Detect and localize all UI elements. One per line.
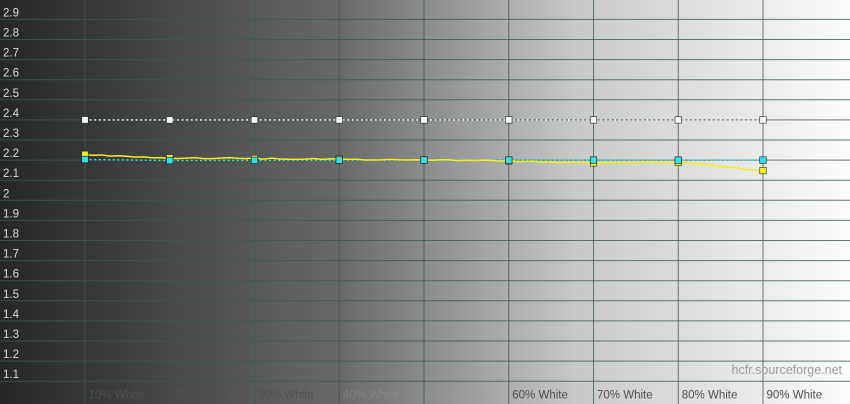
svg-text:2.9: 2.9: [3, 7, 19, 19]
svg-text:2.8: 2.8: [3, 28, 19, 40]
svg-text:2.6: 2.6: [3, 68, 19, 80]
svg-text:70% White: 70% White: [597, 390, 653, 402]
svg-text:10% White: 10% White: [89, 390, 145, 402]
svg-text:40% White: 40% White: [343, 390, 399, 402]
svg-text:2.4: 2.4: [3, 108, 20, 120]
svg-text:1.2: 1.2: [3, 349, 19, 361]
svg-text:2.2: 2.2: [3, 148, 19, 160]
svg-text:80% White: 80% White: [682, 390, 738, 402]
svg-text:1.3: 1.3: [3, 329, 19, 341]
svg-text:1.5: 1.5: [3, 289, 19, 301]
svg-text:2.5: 2.5: [3, 88, 19, 100]
svg-text:1.1: 1.1: [3, 369, 19, 381]
svg-text:2.7: 2.7: [3, 48, 19, 60]
svg-text:1.6: 1.6: [3, 269, 19, 281]
svg-text:2: 2: [3, 188, 9, 200]
svg-text:1.4: 1.4: [3, 309, 20, 321]
svg-text:2.3: 2.3: [3, 128, 19, 140]
svg-text:2.1: 2.1: [3, 168, 19, 180]
svg-text:30% White: 30% White: [258, 390, 314, 402]
svg-text:1.9: 1.9: [3, 208, 19, 220]
svg-text:1.8: 1.8: [3, 229, 19, 241]
svg-text:1.7: 1.7: [3, 249, 19, 261]
svg-text:90% White: 90% White: [767, 390, 823, 402]
svg-text:20% White: 20% White: [173, 390, 229, 402]
svg-text:hcfr.sourceforge.net: hcfr.sourceforge.net: [732, 363, 843, 377]
svg-text:60% White: 60% White: [512, 390, 568, 402]
svg-text:50% White: 50% White: [428, 390, 484, 402]
